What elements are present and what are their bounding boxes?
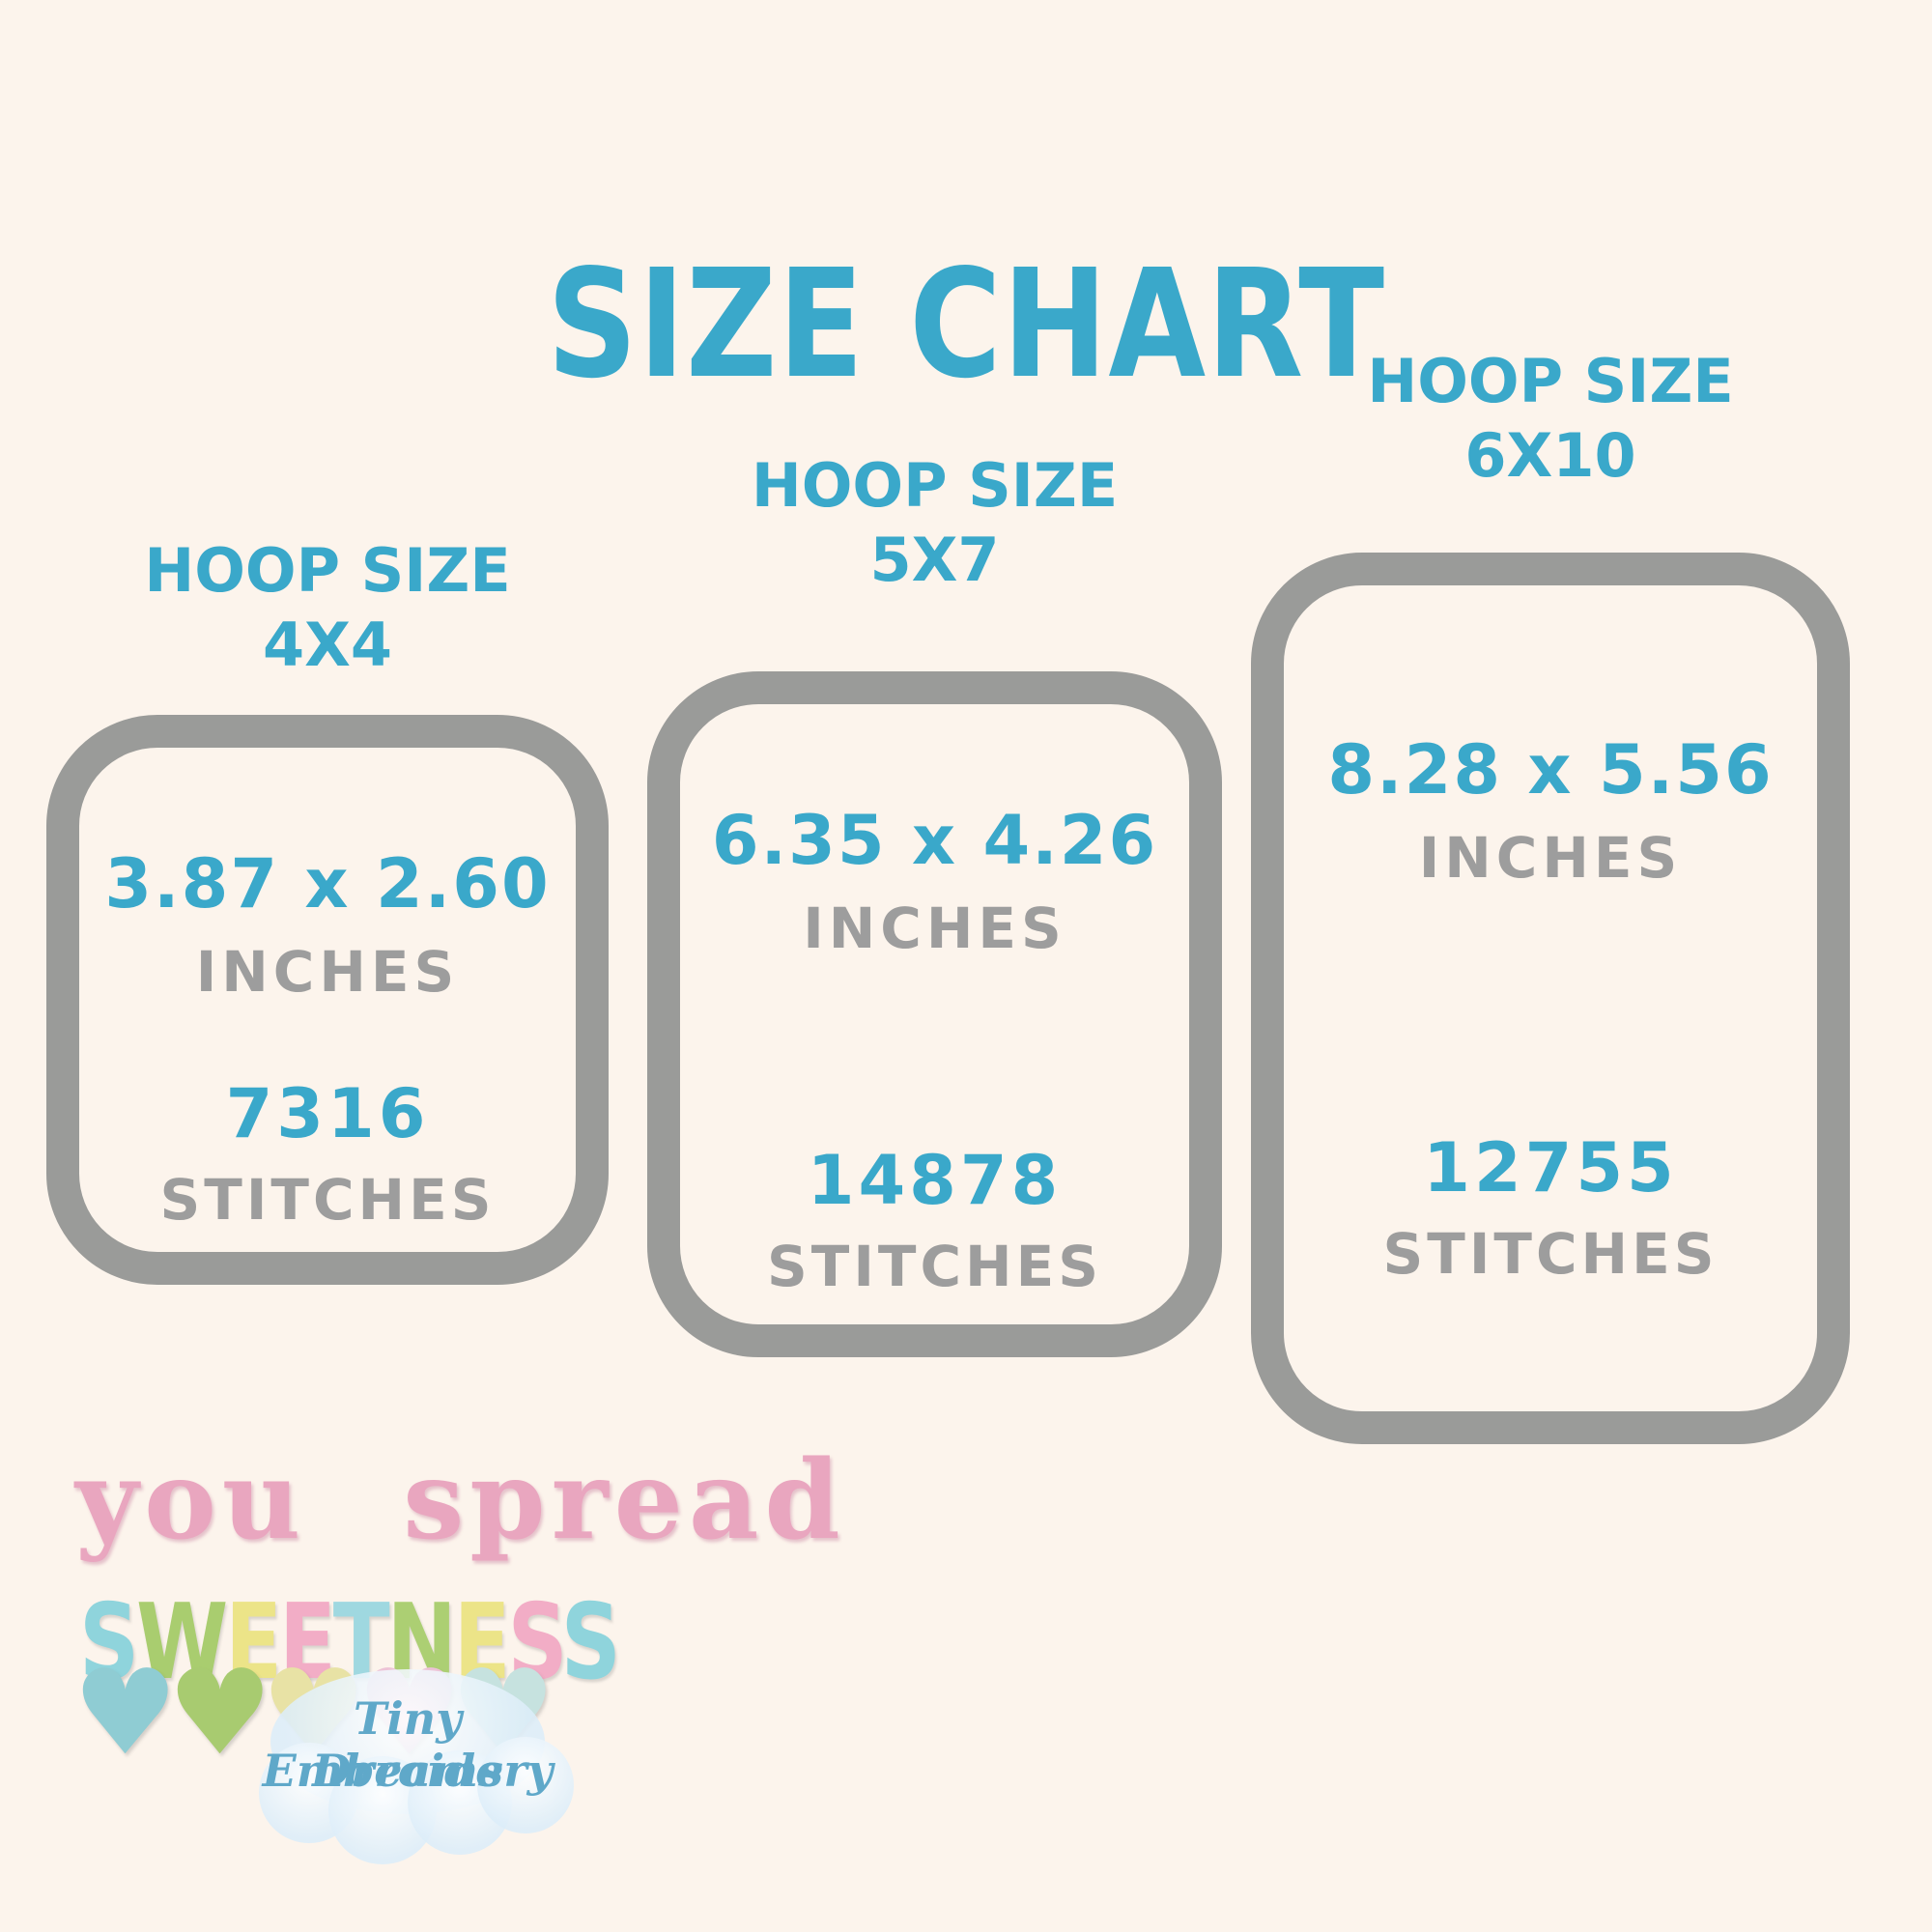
dimension-value: 8.28 x 5.56 — [1327, 730, 1774, 810]
hoop-label-5x7: HOOP SIZE 5X7 — [647, 448, 1222, 597]
stitch-label: STITCHES — [159, 1167, 496, 1233]
hoop-label-line1: HOOP SIZE — [1367, 346, 1734, 416]
dimension-group: 3.87 x 2.60 INCHES — [79, 844, 576, 1005]
brand-tagline: you spread — [75, 1437, 846, 1564]
brand-letter: E — [225, 1582, 282, 1703]
brand-letter: S — [507, 1582, 563, 1703]
stitch-group: 12755 STITCHES — [1284, 1128, 1817, 1287]
stitch-label: STITCHES — [1382, 1221, 1719, 1287]
hoop-label-line2: 6X10 — [1464, 420, 1636, 491]
dimension-value: 3.87 x 2.60 — [104, 844, 551, 923]
watermark-line2: Embroidery — [262, 1745, 554, 1797]
hoop-label-line2: 4X4 — [262, 610, 393, 680]
stitch-label: STITCHES — [767, 1234, 1102, 1299]
dimension-unit: INCHES — [1418, 825, 1683, 891]
brand-letter: S — [560, 1582, 621, 1703]
dimension-value: 6.35 x 4.26 — [711, 801, 1158, 880]
hoop-box-4x4: 3.87 x 2.60 INCHES 7316 STITCHES — [46, 715, 609, 1285]
dimension-unit: INCHES — [803, 895, 1066, 961]
heart-icon: ♥ — [167, 1644, 273, 1781]
hoop-box-5x7: 6.35 x 4.26 INCHES 14878 STITCHES — [647, 671, 1222, 1357]
chart-title: SIZE CHART — [547, 237, 1385, 412]
stitch-count: 14878 — [807, 1141, 1063, 1220]
stitch-group: 7316 STITCHES — [79, 1074, 576, 1233]
hoop-label-6x10: HOOP SIZE 6X10 — [1251, 344, 1850, 493]
hoop-label-line1: HOOP SIZE — [751, 450, 1119, 521]
cloud-shape — [259, 1669, 574, 1864]
heart-icon: ♥ — [72, 1644, 179, 1781]
dimension-group: 6.35 x 4.26 INCHES — [680, 801, 1189, 961]
hoop-label-4x4: HOOP SIZE 4X4 — [46, 533, 609, 682]
hoop-label-line1: HOOP SIZE — [144, 535, 511, 606]
stitch-count: 12755 — [1423, 1128, 1678, 1208]
watermark-line1: Tiny Dreams — [312, 1692, 503, 1797]
dimension-group: 8.28 x 5.56 INCHES — [1284, 730, 1817, 891]
brand-letter: S — [79, 1582, 139, 1703]
stitch-count: 7316 — [225, 1074, 430, 1153]
brand-letter: W — [136, 1582, 228, 1703]
cloud-puff — [477, 1737, 574, 1833]
stitch-group: 14878 STITCHES — [680, 1141, 1189, 1299]
hoop-box-6x10: 8.28 x 5.56 INCHES 12755 STITCHES — [1251, 553, 1850, 1444]
hoop-label-line2: 5X7 — [869, 525, 1000, 595]
dimension-unit: INCHES — [195, 939, 460, 1005]
